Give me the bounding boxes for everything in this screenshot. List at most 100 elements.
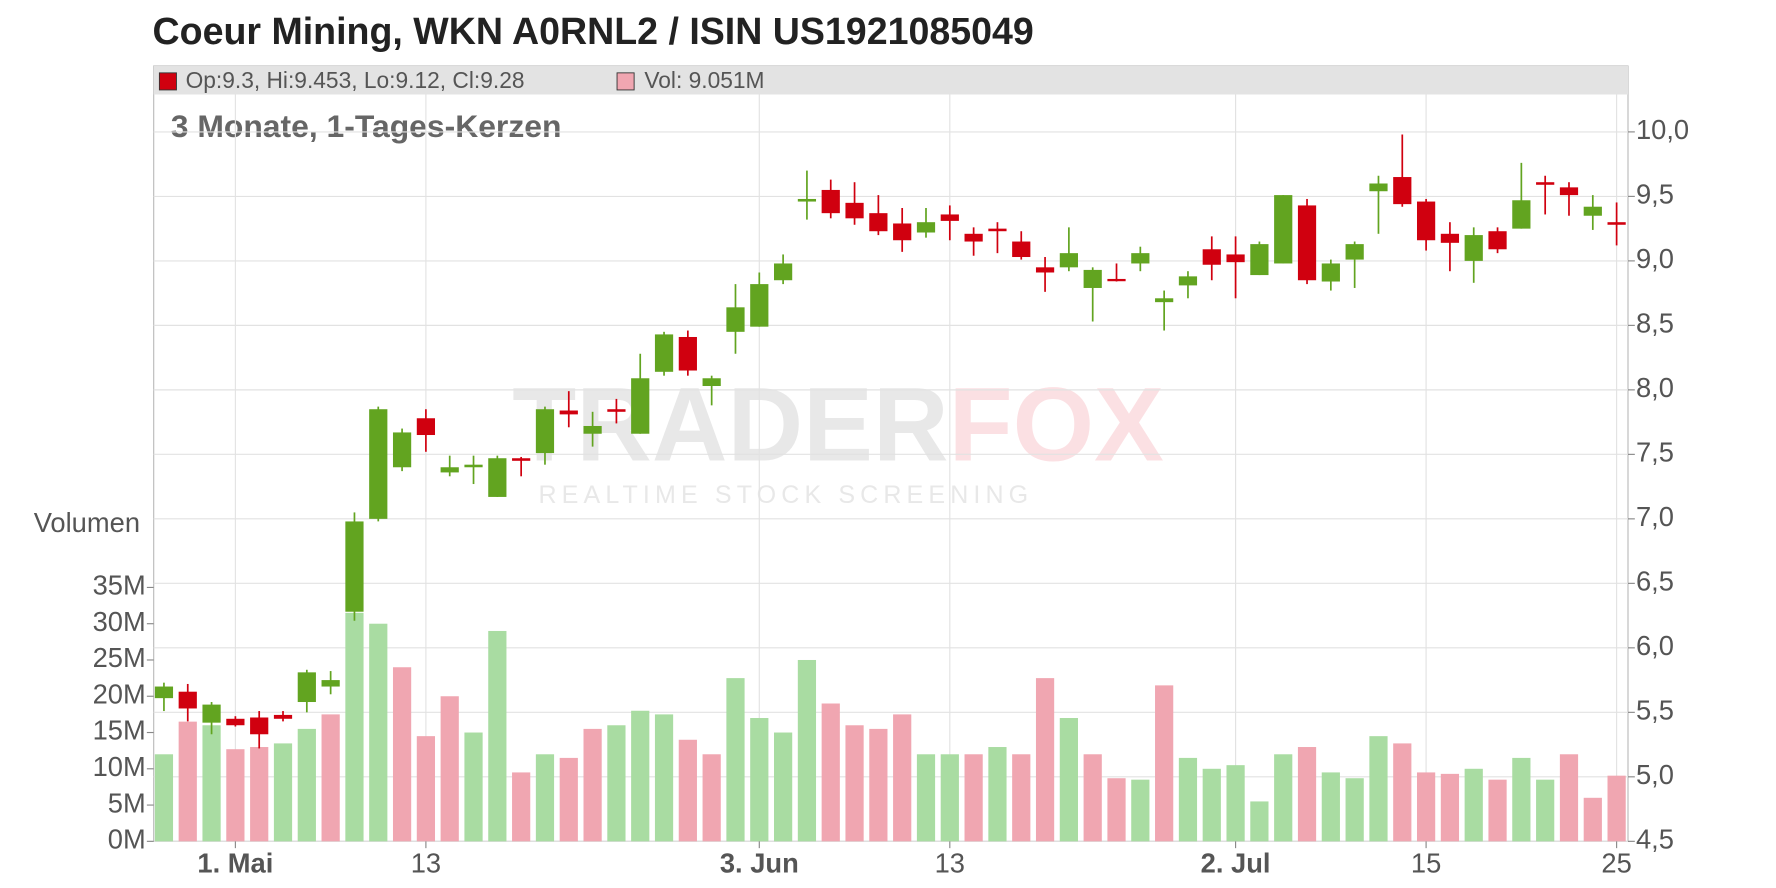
legend-volume: Vol: 9.051M [644, 67, 764, 93]
candle-body [559, 410, 578, 415]
legend-ohlc-swatch [158, 72, 177, 91]
volume-tick-label: 20M [93, 678, 146, 709]
volume-bar [202, 725, 221, 842]
chart-subtitle: 3 Monate, 1-Tages-Kerzen [171, 108, 562, 144]
volume-tick-label: 15M [93, 715, 146, 746]
volume-bar [1559, 754, 1579, 842]
watermark: TRADERFOX REALTIME STOCK SCREENING [512, 366, 1164, 509]
y-tick-label: 4,5 [1636, 824, 1674, 855]
candle-body [1559, 187, 1579, 196]
candle-body [1178, 276, 1198, 286]
candle-body [774, 263, 793, 281]
candle-body [1416, 201, 1436, 241]
volume-bar [1321, 772, 1340, 842]
candle-body [821, 189, 840, 214]
candle-body [178, 691, 197, 709]
y-tick-label: 7,0 [1636, 501, 1674, 532]
candle-body [631, 378, 650, 434]
volume-bar [416, 736, 436, 842]
candle-body [297, 672, 316, 703]
candle-body [750, 284, 769, 327]
y-tick-label: 6,0 [1636, 630, 1674, 661]
volume-bar [1369, 736, 1388, 842]
volume-bar [702, 754, 721, 842]
candle-body [1297, 205, 1317, 281]
volume-bar [893, 714, 912, 842]
volume-tick-label: 5M [108, 787, 146, 818]
volume-bar [940, 754, 959, 842]
candle-body [1059, 253, 1078, 268]
volume-bar [654, 714, 674, 842]
candle-body [321, 680, 340, 687]
candle-body [1012, 241, 1031, 258]
volume-bar [297, 728, 316, 842]
volume-bar [774, 732, 793, 842]
candle-body [1464, 235, 1483, 261]
volume-tick-label: 30M [93, 606, 146, 637]
volume-bar [1059, 718, 1078, 842]
watermark-tagline: REALTIME STOCK SCREENING [538, 481, 1033, 509]
candle-body [702, 378, 721, 387]
candle-body [940, 214, 959, 221]
x-tick-label: 3. Jun [720, 847, 799, 878]
volume-bar [1607, 775, 1626, 842]
volume-bar [369, 623, 388, 842]
candle-body [654, 334, 674, 372]
watermark-main-text: TRADER [512, 366, 948, 483]
volume-bars [154, 612, 1626, 842]
volume-bar [1488, 779, 1507, 842]
x-tick-label: 25 [1601, 847, 1631, 878]
legend-band [153, 66, 1629, 95]
watermark-accent-text: FOX [949, 366, 1164, 483]
candle-body [916, 222, 936, 233]
candle-body [988, 228, 1007, 232]
y-tick-label: 7,5 [1636, 437, 1674, 468]
volume-bar [273, 743, 293, 842]
candle-body [512, 458, 531, 461]
volume-bar [821, 703, 840, 842]
candle-body [1536, 182, 1555, 185]
volume-bar [1274, 754, 1293, 842]
y-tick-label: 5,5 [1636, 695, 1674, 726]
volume-bar [1107, 778, 1126, 842]
volume-bar [1464, 768, 1483, 842]
candle-body [1607, 222, 1626, 225]
volume-bar [1345, 778, 1364, 842]
candle-body [1107, 278, 1126, 282]
candle-body [1035, 267, 1055, 273]
candle-body [1274, 195, 1293, 264]
candle-body [964, 233, 983, 242]
candle-body [488, 458, 507, 497]
x-tick-label: 15 [1411, 847, 1441, 878]
candle-body [1583, 206, 1602, 216]
y-tick-label: 6,5 [1636, 566, 1674, 597]
candle-body [1369, 183, 1388, 192]
volume-bar [1512, 757, 1531, 842]
candle-body [797, 198, 817, 202]
volume-bar [440, 696, 459, 842]
volume-bar [1440, 773, 1460, 842]
volume-bar [464, 732, 483, 842]
candle-body [273, 714, 293, 719]
candle-body [1321, 263, 1340, 282]
volume-bar [226, 749, 245, 842]
volume-bar [392, 667, 412, 842]
candle-body [1155, 298, 1174, 303]
candle-body [250, 717, 269, 735]
candle-body [1345, 244, 1364, 260]
volume-bar [583, 728, 602, 842]
volume-bar [1012, 754, 1031, 842]
candle-body [583, 425, 602, 434]
volume-bar [1583, 797, 1602, 842]
candle-body [869, 213, 888, 232]
volume-bar [178, 721, 197, 842]
volume-bar [964, 754, 983, 842]
volume-bar [607, 725, 626, 842]
volume-bar [1035, 678, 1055, 842]
volume-bar [1250, 801, 1269, 842]
chart-title: Coeur Mining, WKN A0RNL2 / ISIN US192108… [153, 10, 1034, 52]
volume-bar [869, 728, 888, 842]
y-tick-label: 10,0 [1636, 114, 1689, 145]
volume-bar [988, 747, 1007, 842]
